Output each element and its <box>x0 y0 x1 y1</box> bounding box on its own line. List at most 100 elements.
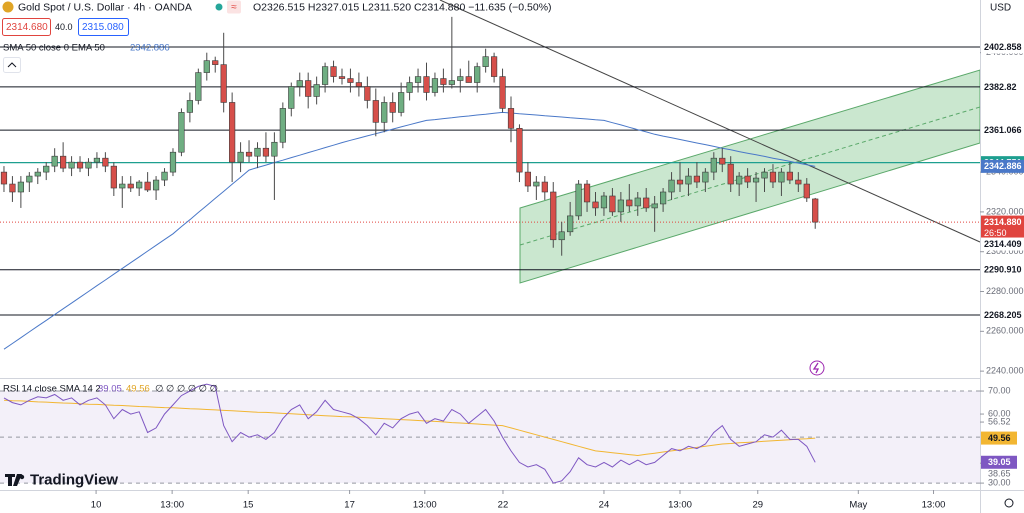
candle-body <box>355 82 362 87</box>
candle-body <box>668 179 675 193</box>
candle-body <box>161 171 168 181</box>
candle-body <box>761 171 768 179</box>
sma-legend-value: 2342.886 <box>130 43 170 54</box>
candle-body <box>68 161 75 169</box>
candle-body <box>60 155 67 169</box>
trend-end-label: 2314.409 <box>984 239 1022 249</box>
candle-body <box>440 78 447 85</box>
candle-body <box>769 171 777 183</box>
candle-body <box>76 161 84 169</box>
buy-button[interactable] <box>78 18 129 36</box>
candle-body <box>398 92 405 113</box>
candle-body <box>330 66 337 77</box>
candle-body <box>626 199 633 207</box>
candle-body <box>119 183 126 189</box>
x-tick-label: 13:00 <box>668 500 692 511</box>
candle-body <box>812 198 819 223</box>
candle-body <box>93 157 101 163</box>
candle-body <box>600 195 608 209</box>
price-level-label-box <box>981 308 1024 322</box>
candle-body <box>102 157 109 167</box>
candle-body <box>736 175 743 185</box>
collapse-button[interactable] <box>3 57 21 73</box>
candle-body <box>541 181 548 193</box>
candle-body <box>288 86 295 109</box>
x-tick-label: 13:00 <box>413 500 437 511</box>
rsi-sma-value-label-box <box>981 431 1017 445</box>
candle-body <box>660 191 667 205</box>
main-pane <box>0 16 980 484</box>
last-price-box <box>981 215 1024 240</box>
candle-body <box>254 147 261 157</box>
candle-body <box>305 80 312 97</box>
candle-body <box>702 171 709 183</box>
candle-body <box>567 215 574 233</box>
candle-body <box>431 78 439 93</box>
candle-body <box>279 108 286 143</box>
sma-value-label-box <box>981 159 1024 173</box>
candle-body <box>558 231 565 241</box>
bid-price: 2314.680 <box>6 22 48 33</box>
alert-icon[interactable] <box>227 0 241 14</box>
y-tick-label: 2240.000 <box>986 366 1024 376</box>
currency: USD <box>990 3 1011 14</box>
y-tick-label: 2280.000 <box>986 286 1024 296</box>
rsi-pane <box>0 390 980 484</box>
candle-body <box>203 60 210 73</box>
candle-body <box>313 84 320 97</box>
candle-body <box>85 161 92 169</box>
candle-body <box>676 179 684 185</box>
candle-body <box>212 60 219 65</box>
rsi-value-label-box <box>981 455 1017 469</box>
sell-button[interactable] <box>2 18 51 36</box>
candle-body <box>685 175 692 185</box>
candle-body <box>9 183 16 193</box>
candle-body <box>533 181 540 187</box>
price-level-label: 2268.205 <box>984 310 1022 320</box>
price-level-label-box <box>981 123 1024 137</box>
market-status[interactable] <box>215 3 223 11</box>
sma-line <box>3 111 816 350</box>
candle-body <box>803 183 810 199</box>
candle-body <box>643 197 650 209</box>
candle-body <box>186 100 193 113</box>
ohlc-readout: O2326.515 H2327.015 L2311.520 C2314.880 … <box>253 1 552 13</box>
x-tick-label: 13:00 <box>160 500 184 511</box>
x-tick-label: 29 <box>752 500 763 511</box>
sma-value-label: 2342.886 <box>984 161 1022 171</box>
brand-logo-dot <box>19 474 25 480</box>
rsi-tick-label: 70.00 <box>988 385 1011 395</box>
candle-body <box>634 197 641 207</box>
candle-body <box>51 155 58 167</box>
candle-body <box>220 64 227 103</box>
brand-name: TradingView <box>30 471 118 488</box>
candle-body <box>26 175 33 183</box>
candle-body <box>389 102 396 113</box>
candle-body <box>457 76 464 81</box>
price-level-label-box <box>981 40 1024 54</box>
candle-body <box>490 56 498 77</box>
candle-body <box>136 181 143 189</box>
candle-body <box>271 141 278 157</box>
price-level-label: 2290.910 <box>984 265 1022 275</box>
rsi-sma-legend-value: 49.56 <box>126 384 150 395</box>
candle-body <box>338 76 346 79</box>
x-tick-label: 15 <box>243 500 254 511</box>
y-tick-label: 2260.000 <box>986 326 1024 336</box>
candle-body <box>229 102 236 163</box>
candle-body <box>499 76 506 109</box>
ask-price: 2315.080 <box>82 22 124 33</box>
event-icon[interactable] <box>809 360 825 376</box>
candle-body <box>651 203 658 209</box>
candle-body <box>43 165 50 173</box>
settings-icon[interactable] <box>1004 498 1014 508</box>
candle-body <box>727 163 734 185</box>
candle-body <box>296 80 303 87</box>
candle-body <box>321 66 329 85</box>
rsi-sma-line <box>3 399 816 457</box>
sma-legend: SMA 50 close 0 EMA 50 <box>3 43 105 54</box>
collapse-icon <box>7 62 17 68</box>
trend-line <box>439 0 981 243</box>
candle-body <box>381 102 388 123</box>
